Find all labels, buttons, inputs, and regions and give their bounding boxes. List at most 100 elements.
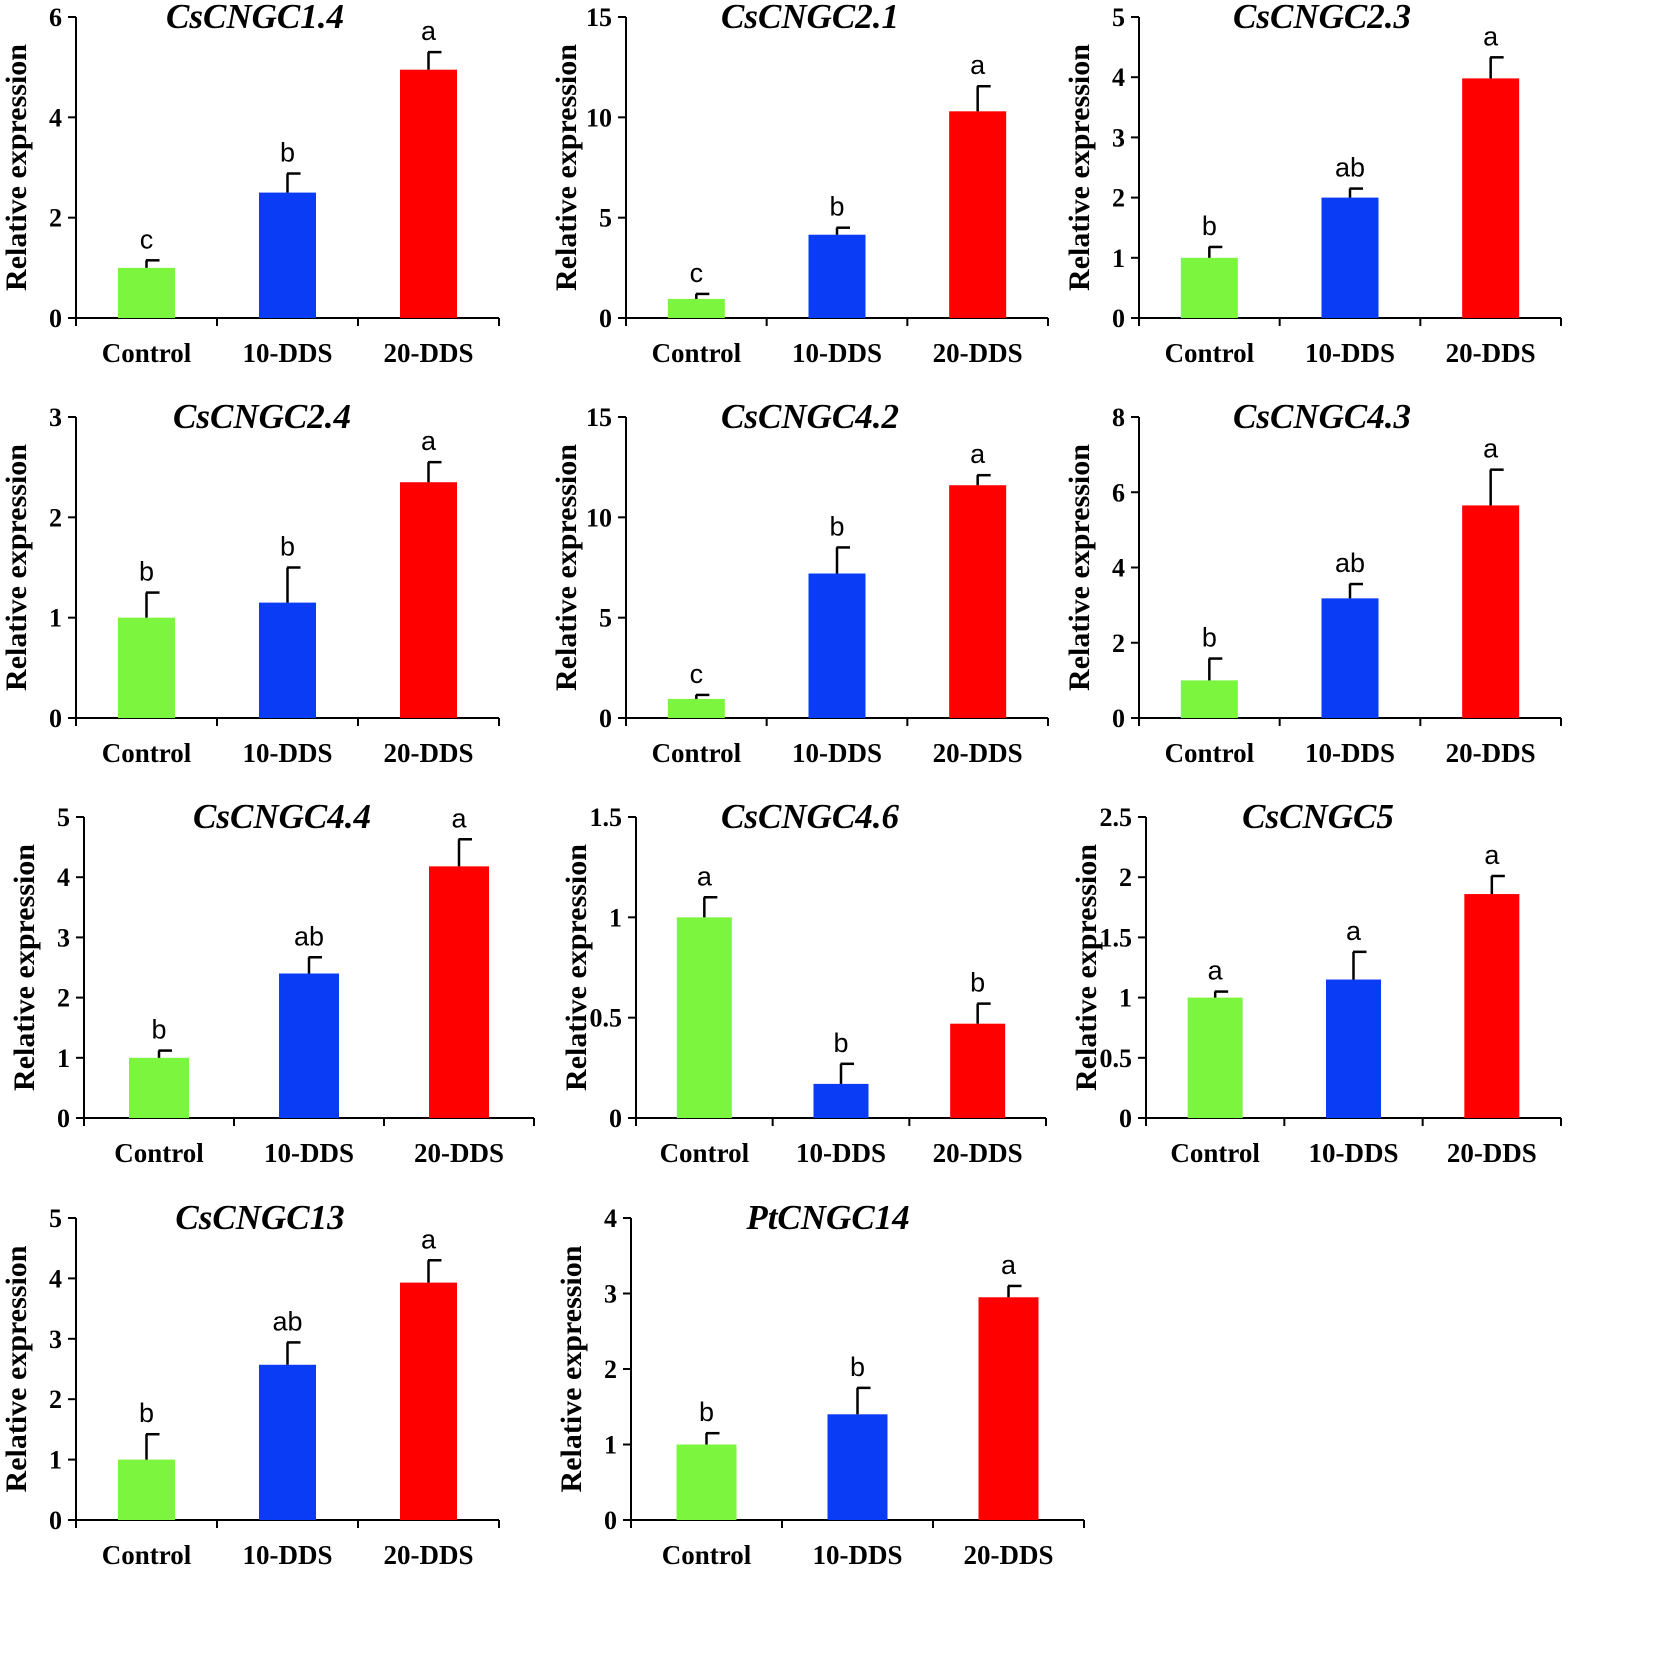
bar-10-dds — [1321, 598, 1379, 718]
y-tick-label: 0 — [49, 304, 62, 333]
significance-letter: b — [850, 1352, 865, 1382]
y-tick-label: 15 — [586, 3, 612, 32]
y-tick-label: 0 — [1119, 1104, 1132, 1133]
bar-20-dds — [400, 482, 457, 718]
x-tick-label: 20-DDS — [383, 1540, 473, 1570]
y-tick-label: 2 — [1112, 629, 1125, 658]
bar-10-dds — [813, 1083, 869, 1118]
bar-20-dds — [949, 485, 1007, 718]
x-tick-label: 20-DDS — [963, 1540, 1053, 1570]
x-tick-label: 20-DDS — [1446, 338, 1536, 368]
y-tick-label: 2 — [1119, 863, 1132, 892]
panel-cscngc4-4: 0 1 2 3 4 5 b Control ab 10-DDS a 20-DDS CsCNGC4.4 Re… — [8, 797, 535, 1168]
bar-10-dds — [1326, 979, 1381, 1118]
y-tick-label: 6 — [1112, 478, 1125, 507]
y-tick-label: 4 — [49, 103, 62, 132]
y-tick-label: 2 — [49, 204, 62, 233]
significance-letter: c — [690, 258, 704, 288]
significance-letter: b — [139, 1398, 154, 1428]
significance-letter: ab — [294, 921, 324, 951]
y-tick-label: 0.5 — [1100, 1044, 1133, 1073]
y-tick-label: 1 — [604, 1431, 617, 1460]
panel-title: CsCNGC5 — [1242, 797, 1394, 836]
panel-title: CsCNGC2.4 — [173, 397, 351, 436]
x-tick-label: 20-DDS — [383, 738, 473, 768]
bar-20-dds — [400, 69, 457, 318]
bar-10-dds — [259, 192, 316, 318]
significance-letter: b — [970, 968, 985, 998]
bar-control — [118, 617, 175, 718]
significance-letter: a — [1208, 956, 1224, 986]
significance-letter: ab — [1335, 153, 1365, 183]
y-axis-label: Relative expression — [0, 444, 33, 691]
significance-letter: a — [697, 861, 713, 891]
panel-ptcngc14: 0 1 2 3 4 b Control b 10-DDS a 20-DDS PtCNGC14 Relat… — [555, 1198, 1085, 1570]
x-tick-label: 20-DDS — [1446, 738, 1536, 768]
panel-cscngc4-2: 0 5 10 15 c Control b 10-DDS a 20-DDS CsCNGC4.2 Rel… — [550, 397, 1049, 768]
bar-20-dds — [429, 866, 489, 1118]
bar-control — [129, 1057, 189, 1118]
y-axis-label: Relative expression — [1070, 844, 1103, 1091]
y-tick-label: 4 — [57, 863, 70, 892]
significance-letter: b — [280, 532, 295, 562]
panel-cscngc2-3: 0 1 2 3 4 5 b Control ab 10-DDS a 20-DDS CsCNGC2.3 Re… — [1063, 0, 1562, 368]
bar-control — [1180, 680, 1238, 718]
y-tick-label: 5 — [599, 604, 612, 633]
panel-title: CsCNGC4.2 — [721, 397, 899, 436]
bar-20-dds — [950, 1023, 1006, 1118]
bar-control — [676, 1444, 737, 1520]
x-tick-label: Control — [652, 338, 742, 368]
x-tick-label: 20-DDS — [933, 738, 1023, 768]
significance-letter: a — [970, 439, 986, 469]
x-tick-label: Control — [114, 1138, 204, 1168]
bar-10-dds — [808, 234, 866, 318]
bar-control — [1187, 997, 1243, 1118]
y-tick-label: 3 — [49, 1325, 62, 1354]
y-tick-label: 3 — [604, 1280, 617, 1309]
significance-letter: b — [699, 1397, 714, 1427]
y-tick-label: 1 — [49, 604, 62, 633]
significance-letter: b — [151, 1015, 166, 1045]
x-tick-label: Control — [660, 1138, 750, 1168]
x-tick-label: 10-DDS — [792, 338, 882, 368]
significance-letter: a — [1484, 840, 1500, 870]
significance-letter: a — [1346, 916, 1362, 946]
significance-letter: a — [1483, 434, 1499, 464]
x-tick-label: 20-DDS — [933, 338, 1023, 368]
panel-title: CsCNGC4.4 — [193, 797, 371, 836]
x-tick-label: 10-DDS — [242, 738, 332, 768]
y-tick-label: 2 — [57, 984, 70, 1013]
y-axis-label: Relative expression — [0, 1245, 33, 1492]
y-tick-label: 1 — [609, 903, 622, 932]
x-tick-label: 20-DDS — [383, 338, 473, 368]
significance-letter: ab — [1335, 548, 1365, 578]
significance-letter: a — [421, 16, 437, 46]
bar-control — [1180, 257, 1238, 318]
y-tick-label: 3 — [57, 923, 70, 952]
bar-20-dds — [400, 1282, 457, 1520]
significance-letter: a — [970, 50, 986, 80]
x-tick-label: Control — [662, 1540, 752, 1570]
significance-letter: a — [1483, 21, 1499, 51]
y-tick-label: 0 — [1112, 704, 1125, 733]
y-tick-label: 0.5 — [590, 1004, 623, 1033]
x-tick-label: Control — [652, 738, 742, 768]
significance-letter: a — [421, 1224, 437, 1254]
bar-10-dds — [827, 1414, 888, 1520]
y-axis-label: Relative expression — [8, 844, 41, 1091]
bar-10-dds — [259, 602, 316, 718]
significance-letter: b — [833, 1028, 848, 1058]
x-tick-label: 10-DDS — [1308, 1138, 1398, 1168]
x-tick-label: 10-DDS — [792, 738, 882, 768]
bar-control — [676, 917, 732, 1118]
significance-letter: b — [829, 511, 844, 541]
panel-cscngc2-4: 0 1 2 3 b Control b 10-DDS a 20-DDS CsCNGC2.4 Relat… — [0, 397, 500, 768]
bar-control — [667, 298, 725, 318]
bar-10-dds — [279, 973, 339, 1118]
x-tick-label: 10-DDS — [242, 1540, 332, 1570]
y-tick-label: 2 — [49, 503, 62, 532]
bar-20-dds — [1462, 505, 1520, 718]
bar-10-dds — [1321, 197, 1379, 318]
panel-cscngc1-4: 0 2 4 6 c Control b 10-DDS a 20-DDS CsCNGC1.4 Relat… — [0, 0, 500, 368]
